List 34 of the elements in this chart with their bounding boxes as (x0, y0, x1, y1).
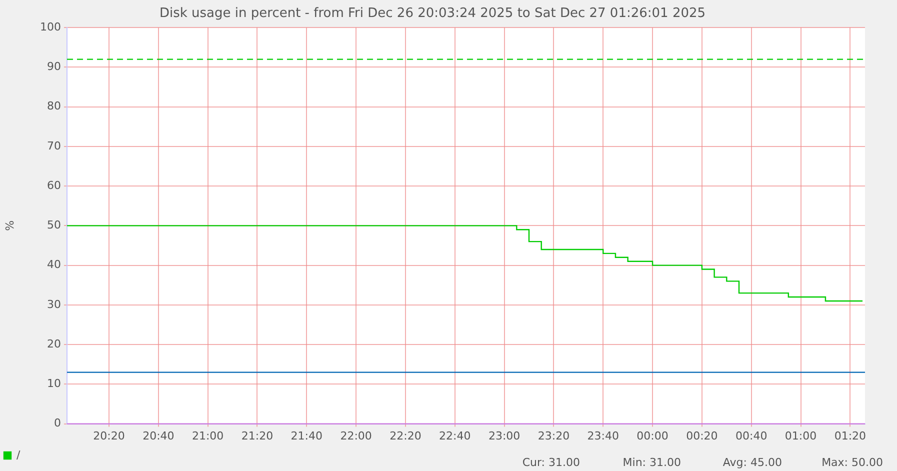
x-tick-label: 20:20 (93, 429, 125, 442)
y-tick-label: 70 (47, 139, 61, 152)
x-tick-label: 21:20 (241, 429, 274, 442)
x-tick-label: 22:20 (390, 429, 422, 442)
x-tick-label: 00:20 (686, 429, 718, 442)
y-tick-label: 90 (47, 60, 61, 74)
y-tick-label: 60 (47, 178, 61, 192)
chart-title: Disk usage in percent - from Fri Dec 26 20:03:24 2025 to Sat Dec 27 01:26:01 2025 (159, 6, 706, 22)
x-tick-label: 22:40 (439, 429, 471, 442)
y-tick-label: 80 (47, 100, 61, 113)
x-tick-label: 01:20 (834, 429, 866, 442)
x-tick-label: 21:40 (290, 429, 322, 442)
x-tick-label: 23:40 (587, 429, 619, 442)
y-tick-label: 50 (47, 218, 61, 232)
x-tick-label: 23:20 (538, 429, 570, 442)
y-tick-label: 0 (54, 416, 61, 430)
text: Max: 50.00 (822, 456, 883, 469)
y-axis-title: % (3, 220, 16, 231)
y-tick-label: 10 (47, 377, 61, 390)
x-tick-label: 21:00 (192, 429, 224, 442)
y-tick-label: 20 (47, 337, 61, 350)
text: Cur: 31.00 (522, 456, 580, 469)
y-tick-label: 30 (47, 298, 61, 311)
x-tick-label: 20:40 (142, 429, 174, 442)
x-tick-label: 01:00 (784, 429, 817, 442)
text: Min: 31.00 (622, 456, 681, 469)
x-tick-label: 00:00 (636, 429, 668, 442)
y-tick-label: 40 (47, 258, 61, 272)
x-tick-label: 00:40 (736, 429, 768, 442)
y-tick-label: 100 (40, 20, 61, 34)
text: Avg: 45.00 (722, 456, 782, 469)
x-tick-label: 22:00 (340, 429, 372, 442)
legend-label: / (16, 448, 20, 462)
x-tick-label: 23:00 (488, 429, 520, 442)
